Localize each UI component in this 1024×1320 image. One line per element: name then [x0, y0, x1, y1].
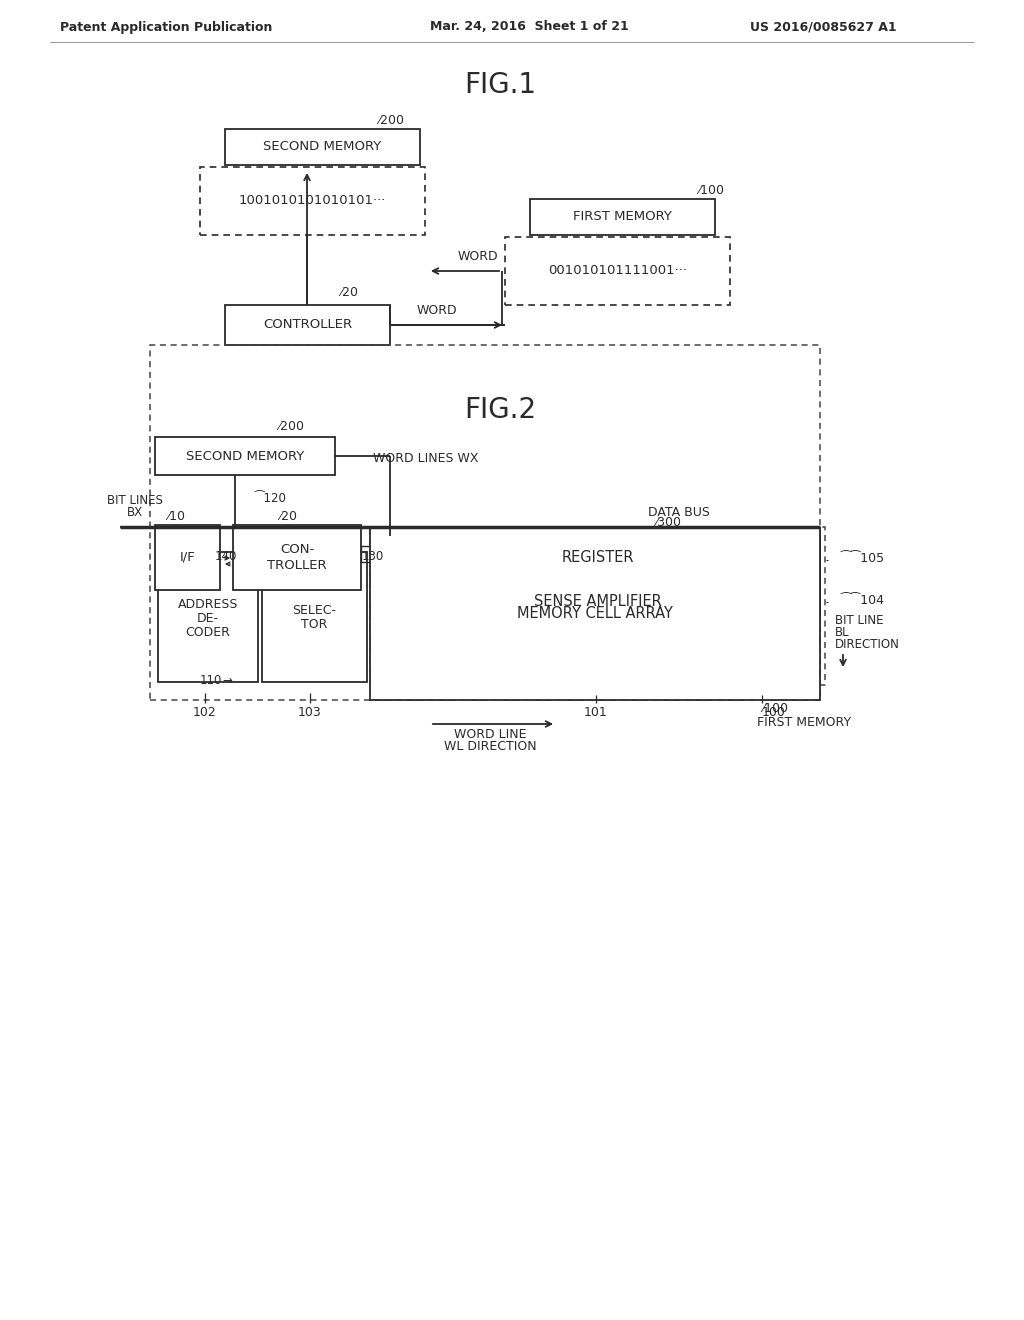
- Text: 100: 100: [762, 706, 785, 719]
- Text: ⁄200: ⁄200: [278, 421, 304, 433]
- Bar: [158, 552, 258, 682]
- Text: 102: 102: [194, 706, 217, 719]
- Text: DATA BUS: DATA BUS: [648, 506, 710, 519]
- Text: ⁄20: ⁄20: [279, 510, 297, 523]
- Text: DIRECTION: DIRECTION: [835, 638, 900, 651]
- Bar: [225, 305, 390, 345]
- Text: CON-: CON-: [280, 543, 314, 556]
- Text: BIT LINE: BIT LINE: [835, 614, 884, 627]
- Text: WORD: WORD: [417, 304, 458, 317]
- Text: ADDRESS: ADDRESS: [178, 598, 239, 611]
- Text: WL DIRECTION: WL DIRECTION: [443, 741, 537, 754]
- Text: FIG.2: FIG.2: [464, 396, 536, 424]
- Text: Patent Application Publication: Patent Application Publication: [60, 21, 272, 33]
- Text: 103: 103: [298, 706, 322, 719]
- Text: FIG.1: FIG.1: [464, 71, 536, 99]
- Text: ⁄10: ⁄10: [167, 510, 185, 523]
- Text: ⁄300: ⁄300: [655, 516, 681, 529]
- Text: BX: BX: [127, 506, 143, 519]
- Text: TROLLER: TROLLER: [267, 558, 327, 572]
- Text: FIRST MEMORY: FIRST MEMORY: [573, 210, 672, 223]
- Text: ⁀⁀104: ⁀⁀104: [840, 594, 884, 606]
- Text: SELEC-: SELEC-: [293, 603, 337, 616]
- Text: BL: BL: [835, 626, 850, 639]
- Text: I/F: I/F: [179, 550, 196, 564]
- Text: 101: 101: [584, 706, 608, 719]
- Text: WORD: WORD: [458, 251, 499, 264]
- Text: ⁄20: ⁄20: [340, 285, 358, 298]
- Bar: [505, 238, 730, 305]
- Text: SENSE AMPLIFIER: SENSE AMPLIFIER: [534, 594, 662, 609]
- Text: 1001010101010101···: 1001010101010101···: [239, 194, 386, 207]
- Bar: [200, 168, 425, 235]
- Text: 130: 130: [362, 549, 384, 562]
- Bar: [155, 525, 220, 590]
- Text: ⁄100: ⁄100: [698, 183, 724, 197]
- Text: BIT LINES: BIT LINES: [108, 494, 163, 507]
- Bar: [375, 579, 820, 622]
- Text: ⁄100: ⁄100: [762, 701, 788, 714]
- Text: WORD LINES WX: WORD LINES WX: [373, 451, 478, 465]
- Text: FIRST MEMORY: FIRST MEMORY: [757, 715, 851, 729]
- Text: 140: 140: [215, 549, 238, 562]
- Text: WORD LINE: WORD LINE: [454, 729, 526, 742]
- Bar: [375, 536, 820, 578]
- Text: REGISTER: REGISTER: [561, 549, 634, 565]
- Text: CONTROLLER: CONTROLLER: [263, 318, 352, 331]
- Text: 110: 110: [200, 673, 222, 686]
- Text: ⁀⁀105: ⁀⁀105: [840, 552, 884, 565]
- Text: TOR: TOR: [301, 618, 328, 631]
- Text: MEMORY CELL ARRAY: MEMORY CELL ARRAY: [517, 606, 673, 622]
- Text: SECOND MEMORY: SECOND MEMORY: [263, 140, 382, 153]
- Bar: [233, 525, 361, 590]
- Text: ⁀120: ⁀120: [255, 491, 287, 504]
- Text: CODER: CODER: [185, 626, 230, 639]
- Text: SECOND MEMORY: SECOND MEMORY: [186, 450, 304, 462]
- Bar: [370, 527, 825, 685]
- Bar: [530, 199, 715, 235]
- Bar: [155, 437, 335, 475]
- Text: 001010101111001···: 001010101111001···: [548, 264, 687, 277]
- Text: US 2016/0085627 A1: US 2016/0085627 A1: [750, 21, 897, 33]
- Text: ⁄200: ⁄200: [378, 114, 404, 127]
- Bar: [262, 552, 367, 682]
- Text: →: →: [222, 673, 231, 686]
- Bar: [225, 129, 420, 165]
- Text: Mar. 24, 2016  Sheet 1 of 21: Mar. 24, 2016 Sheet 1 of 21: [430, 21, 629, 33]
- Text: DE-: DE-: [197, 612, 219, 626]
- Bar: [150, 345, 820, 700]
- Bar: [370, 528, 820, 700]
